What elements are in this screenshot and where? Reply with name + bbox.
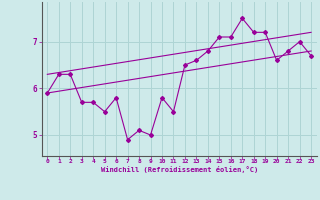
X-axis label: Windchill (Refroidissement éolien,°C): Windchill (Refroidissement éolien,°C)	[100, 166, 258, 173]
